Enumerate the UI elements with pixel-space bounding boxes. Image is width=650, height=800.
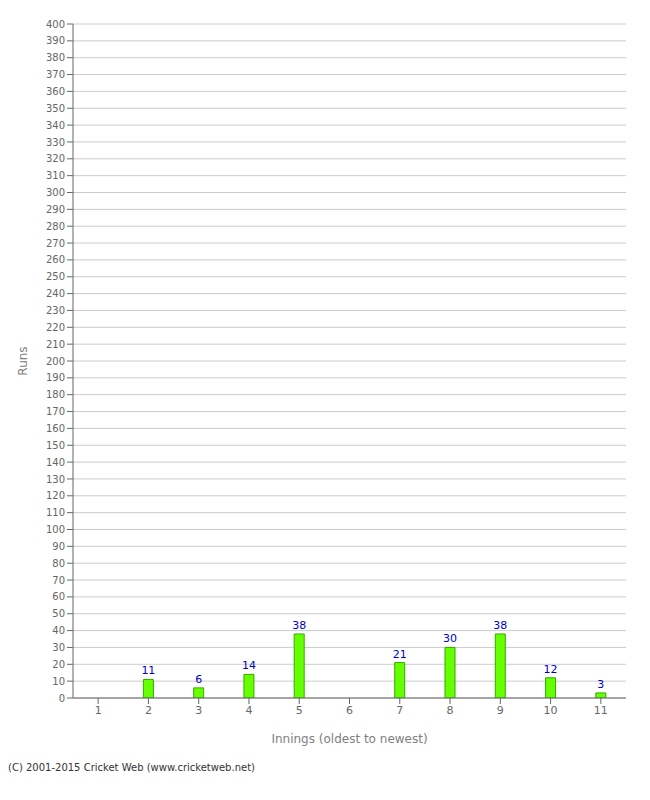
svg-text:38: 38: [292, 619, 306, 632]
svg-text:12: 12: [544, 663, 558, 676]
svg-text:50: 50: [52, 608, 65, 619]
svg-text:90: 90: [52, 541, 65, 552]
svg-text:200: 200: [46, 356, 65, 367]
svg-text:1: 1: [95, 704, 102, 717]
svg-text:320: 320: [46, 153, 65, 164]
svg-text:6: 6: [346, 704, 353, 717]
svg-text:270: 270: [46, 238, 65, 249]
svg-text:3: 3: [597, 678, 604, 691]
svg-text:30: 30: [443, 632, 457, 645]
svg-text:100: 100: [46, 524, 65, 535]
svg-text:210: 210: [46, 339, 65, 350]
svg-text:370: 370: [46, 69, 65, 80]
svg-text:3: 3: [195, 704, 202, 717]
svg-text:9: 9: [497, 704, 504, 717]
svg-text:260: 260: [46, 254, 65, 265]
svg-text:8: 8: [447, 704, 454, 717]
svg-text:120: 120: [46, 490, 65, 501]
svg-text:160: 160: [46, 423, 65, 434]
svg-text:10: 10: [52, 676, 65, 687]
svg-text:20: 20: [52, 659, 65, 670]
svg-text:400: 400: [46, 19, 65, 30]
svg-text:290: 290: [46, 204, 65, 215]
svg-text:Runs: Runs: [16, 346, 30, 375]
svg-text:0: 0: [59, 693, 65, 704]
svg-text:190: 190: [46, 372, 65, 383]
svg-text:21: 21: [393, 648, 407, 661]
html-text:(C) 2001-2015 Cricket Web (www: (C) 2001-2015 Cricket Web (www.cricketwe…: [8, 762, 255, 773]
svg-text:350: 350: [46, 103, 65, 114]
svg-text:220: 220: [46, 322, 65, 333]
svg-text:40: 40: [52, 625, 65, 636]
svg-text:80: 80: [52, 558, 65, 569]
svg-text:330: 330: [46, 137, 65, 148]
svg-text:130: 130: [46, 474, 65, 485]
svg-text:360: 360: [46, 86, 65, 97]
svg-text:180: 180: [46, 389, 65, 400]
svg-text:7: 7: [396, 704, 403, 717]
svg-text:4: 4: [245, 704, 252, 717]
svg-text:310: 310: [46, 170, 65, 181]
svg-text:11: 11: [141, 664, 155, 677]
svg-text:14: 14: [242, 659, 256, 672]
svg-text:60: 60: [52, 591, 65, 602]
svg-text:150: 150: [46, 440, 65, 451]
svg-text:280: 280: [46, 221, 65, 232]
svg-text:230: 230: [46, 305, 65, 316]
svg-text:140: 140: [46, 457, 65, 468]
svg-text:Innings (oldest to newest): Innings (oldest to newest): [271, 732, 427, 746]
svg-text:10: 10: [544, 704, 558, 717]
svg-text:250: 250: [46, 271, 65, 282]
svg-text:30: 30: [52, 642, 65, 653]
svg-text:380: 380: [46, 52, 65, 63]
svg-text:2: 2: [145, 704, 152, 717]
svg-text:240: 240: [46, 288, 65, 299]
svg-text:110: 110: [46, 507, 65, 518]
svg-text:5: 5: [296, 704, 303, 717]
svg-text:390: 390: [46, 35, 65, 46]
svg-text:38: 38: [493, 619, 507, 632]
svg-text:170: 170: [46, 406, 65, 417]
svg-text:300: 300: [46, 187, 65, 198]
svg-text:70: 70: [52, 575, 65, 586]
svg-text:11: 11: [594, 704, 608, 717]
svg-text:340: 340: [46, 120, 65, 131]
svg-text:6: 6: [195, 673, 202, 686]
